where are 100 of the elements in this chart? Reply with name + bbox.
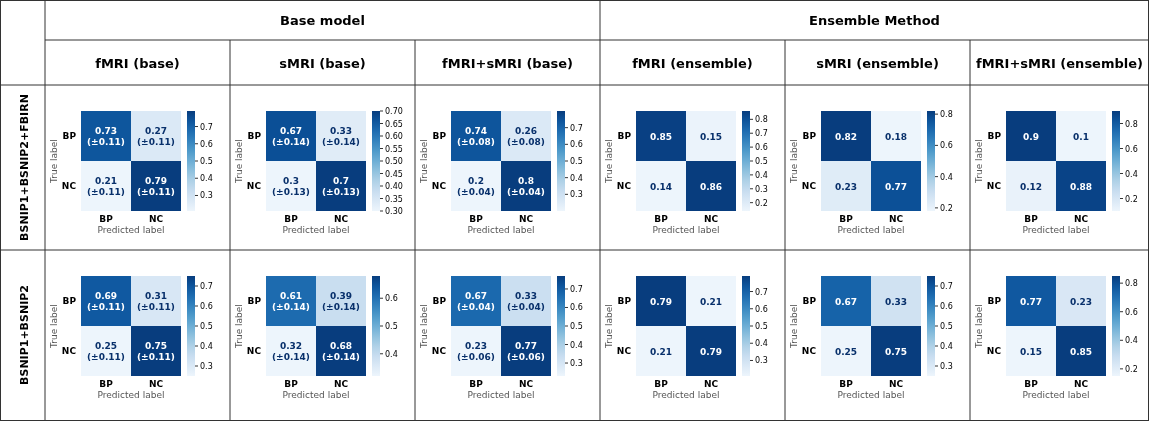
x-tick-label: NC (703, 379, 719, 389)
color-bar-label: 0.7 (570, 123, 583, 133)
data-label: 0.77 (884, 181, 908, 192)
data-label: 0.77 (1019, 296, 1043, 307)
color-bar-label: 0.5 (755, 322, 768, 331)
data-label: 0.73 (±0.11) (87, 126, 125, 147)
y-axis-title: True label (419, 139, 429, 184)
x-axis-title: Predicted label (97, 390, 165, 400)
data-label: 0.61 (±0.14) (272, 291, 310, 312)
color-bar-label: 0.45 (385, 169, 403, 179)
y-axis-title: True label (49, 139, 59, 184)
color-bar-label: 0.7 (200, 282, 213, 291)
x-axis-title: Predicted label (837, 390, 905, 400)
color-bar-label: 0.3 (570, 359, 583, 369)
color-bar-label: 0.8 (1125, 119, 1138, 129)
x-tick-label: NC (333, 379, 349, 389)
y-axis-title: True label (604, 139, 614, 184)
color-bar-label: 0.4 (200, 342, 213, 351)
data-label: 0.2 (±0.04) (457, 176, 495, 197)
color-bar-label: 0.5 (570, 157, 583, 166)
color-bar-label: 0.6 (385, 294, 398, 304)
x-tick-label: BP (839, 214, 854, 224)
data-label: 0.88 (1069, 181, 1093, 192)
color-bar-label: 0.5 (200, 322, 213, 331)
data-label: 0.32 (±0.14) (272, 341, 310, 362)
data-label: 0.23 (1069, 296, 1093, 307)
color-bar-label: 0.4 (385, 349, 398, 359)
y-tick-label: BP (802, 296, 817, 306)
color-bar-label: 0.4 (755, 170, 768, 180)
data-label: 0.75 (884, 346, 908, 357)
color-bar-label: 0.8 (940, 110, 953, 120)
y-axis-title: True label (234, 139, 244, 184)
color-bar-label: 0.5 (385, 322, 398, 331)
x-tick-label: NC (518, 379, 534, 389)
color-bar-label: 0.55 (385, 144, 403, 154)
color-bar-label: 0.8 (755, 115, 768, 125)
data-label: 0.33 (±0.14) (322, 126, 360, 147)
data-label: 0.9 (1023, 131, 1039, 142)
data-label: 0.15 (1019, 346, 1043, 357)
data-label: 0.8 (±0.04) (507, 176, 545, 197)
x-tick-label: NC (148, 379, 164, 389)
y-axis-title: True label (419, 304, 429, 349)
data-label: 0.67 (±0.04) (457, 291, 495, 312)
data-label: 0.31 (±0.11) (137, 291, 175, 312)
data-label: 0.85 (649, 131, 673, 142)
y-tick-label: BP (802, 131, 817, 141)
data-label: 0.7 (±0.13) (322, 176, 360, 197)
y-tick-label: BP (62, 131, 77, 141)
text: BSNIP1+BSNIP2 (18, 285, 31, 385)
y-axis-title: True label (974, 304, 984, 349)
text: Ensemble Method (809, 13, 940, 28)
text: Base model (280, 13, 365, 28)
x-tick-label: BP (99, 214, 114, 224)
text: fMRI (base) (95, 56, 180, 71)
color-bar-label: 0.6 (940, 141, 953, 151)
x-tick-label: BP (469, 214, 484, 224)
y-tick-label: NC (246, 181, 262, 191)
x-axis-title: Predicted label (652, 390, 720, 400)
y-tick-label: NC (616, 181, 632, 191)
data-label: 0.21 (699, 296, 723, 307)
data-label: 0.75 (±0.11) (137, 341, 175, 362)
x-tick-label: BP (1024, 379, 1039, 389)
color-bar-label: 0.2 (1125, 194, 1138, 204)
color-bar-label: 0.2 (1125, 364, 1138, 374)
data-label: 0.82 (834, 131, 858, 142)
data-label: 0.86 (699, 181, 723, 192)
color-bar-label: 0.7 (200, 122, 213, 132)
color-bar-label: 0.40 (385, 182, 403, 191)
y-tick-label: BP (987, 131, 1002, 141)
color-bar-label: 0.6 (200, 139, 213, 149)
data-label: 0.1 (1073, 131, 1089, 142)
color-bar-label: 0.6 (200, 302, 213, 311)
x-tick-label: NC (518, 214, 534, 224)
color-bar-label: 0.4 (940, 342, 953, 351)
color-bar-label: 0.5 (200, 157, 213, 166)
color-bar-label: 0.5 (755, 157, 768, 166)
x-axis-title: Predicted label (97, 225, 165, 235)
x-tick-label: BP (654, 214, 669, 224)
data-label: 0.79 (±0.11) (137, 176, 175, 197)
y-tick-label: NC (431, 181, 447, 191)
y-tick-label: BP (247, 296, 262, 306)
x-tick-label: BP (99, 379, 114, 389)
data-label: 0.33 (±0.04) (507, 291, 545, 312)
color-bar-label: 0.8 (1125, 279, 1138, 289)
data-label: 0.3 (±0.13) (272, 176, 310, 197)
y-tick-label: BP (617, 296, 632, 306)
y-tick-label: NC (986, 181, 1002, 191)
data-label: 0.67 (834, 296, 858, 307)
text: sMRI (ensemble) (816, 56, 939, 71)
x-axis-title: Predicted label (652, 225, 720, 235)
color-bar-label: 0.60 (385, 132, 403, 141)
color-bar-label: 0.2 (940, 203, 953, 213)
color-bar-label: 0.6 (1125, 307, 1138, 317)
data-label: 0.69 (±0.11) (87, 291, 125, 312)
color-bar-label: 0.3 (200, 191, 213, 201)
x-tick-label: NC (1073, 379, 1089, 389)
color-bar-label: 0.4 (1125, 169, 1138, 179)
color-bar-label: 0.7 (755, 287, 768, 297)
color-bar-label: 0.7 (570, 284, 583, 294)
x-tick-label: NC (703, 214, 719, 224)
